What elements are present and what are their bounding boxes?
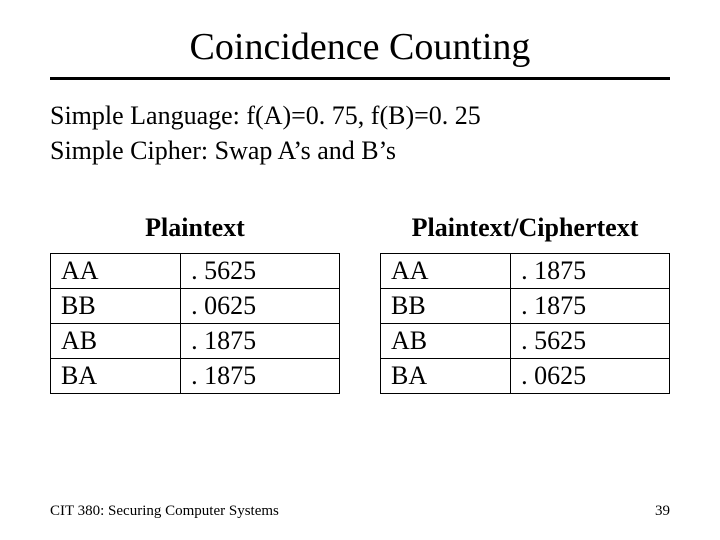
pair-cell: BA: [381, 359, 511, 394]
description-line-2: Simple Cipher: Swap A’s and B’s: [50, 133, 670, 168]
description-line-1: Simple Language: f(A)=0. 75, f(B)=0. 25: [50, 98, 670, 133]
pair-cell: AA: [51, 254, 181, 289]
value-cell: . 0625: [511, 359, 670, 394]
pair-cell: BB: [381, 289, 511, 324]
ciphertext-heading: Plaintext/Ciphertext: [380, 213, 670, 243]
value-cell: . 1875: [511, 254, 670, 289]
value-cell: . 1875: [181, 324, 340, 359]
ciphertext-table: AA . 1875 BB . 1875 AB . 5625 BA . 0625: [380, 253, 670, 394]
value-cell: . 5625: [181, 254, 340, 289]
footer-page-number: 39: [655, 503, 670, 520]
table-row: BA . 1875: [51, 359, 340, 394]
table-row: AA . 1875: [381, 254, 670, 289]
value-cell: . 0625: [181, 289, 340, 324]
pair-cell: AA: [381, 254, 511, 289]
table-row: AA . 5625: [51, 254, 340, 289]
ciphertext-table-block: Plaintext/Ciphertext AA . 1875 BB . 1875…: [380, 213, 670, 394]
table-row: BB . 0625: [51, 289, 340, 324]
table-row: BB . 1875: [381, 289, 670, 324]
pair-cell: AB: [51, 324, 181, 359]
plaintext-heading: Plaintext: [50, 213, 340, 243]
title-rule: [50, 77, 670, 80]
plaintext-table-block: Plaintext AA . 5625 BB . 0625 AB . 1875 …: [50, 213, 340, 394]
table-row: AB . 1875: [51, 324, 340, 359]
pair-cell: BB: [51, 289, 181, 324]
value-cell: . 5625: [511, 324, 670, 359]
footer-course: CIT 380: Securing Computer Systems: [50, 503, 279, 520]
table-row: BA . 0625: [381, 359, 670, 394]
table-row: AB . 5625: [381, 324, 670, 359]
description-block: Simple Language: f(A)=0. 75, f(B)=0. 25 …: [50, 98, 670, 168]
value-cell: . 1875: [181, 359, 340, 394]
plaintext-table: AA . 5625 BB . 0625 AB . 1875 BA . 1875: [50, 253, 340, 394]
value-cell: . 1875: [511, 289, 670, 324]
pair-cell: AB: [381, 324, 511, 359]
tables-row: Plaintext AA . 5625 BB . 0625 AB . 1875 …: [50, 213, 670, 394]
slide-title: Coincidence Counting: [50, 25, 670, 69]
slide-footer: CIT 380: Securing Computer Systems 39: [0, 503, 720, 520]
pair-cell: BA: [51, 359, 181, 394]
